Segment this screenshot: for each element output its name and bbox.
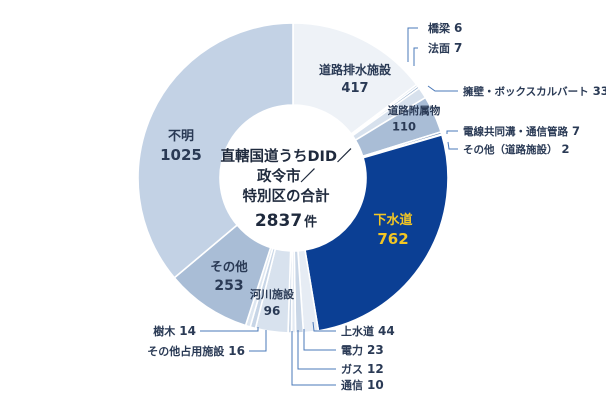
slice-10-value: 12 — [367, 362, 384, 376]
slice-3-label-name: 擁壁・ボックスカルバート — [463, 85, 589, 98]
slice-5-leader — [446, 130, 458, 134]
slice-5-value: 7 — [572, 124, 580, 138]
slice-15-label: その他 — [210, 259, 248, 274]
donut-slices — [137, 22, 449, 334]
slice-6-value: 2 — [562, 142, 570, 156]
slice-14-leader — [200, 327, 259, 332]
slice-7-wedge — [304, 133, 449, 332]
slice-2-label: 法面 7 — [428, 41, 462, 55]
slice-7-value: 762 — [377, 230, 408, 248]
slice-3-value: 33 — [593, 84, 606, 98]
slice-6-leader — [447, 141, 458, 150]
slice-3-leader — [427, 85, 458, 92]
slice-8-label: 上水道 44 — [341, 324, 395, 338]
slice-14-label: 樹木 14 — [153, 324, 196, 338]
slice-1-label: 橋梁 6 — [428, 21, 462, 35]
slice-2-leader — [413, 47, 418, 66]
slice-1-label-name: 橋梁 — [428, 21, 451, 35]
slice-9-label-name: 電力 — [341, 343, 363, 357]
center-total-value: 2837 — [255, 211, 302, 231]
slice-14-value: 14 — [179, 324, 196, 338]
slice-16-value: 1025 — [160, 146, 202, 164]
slice-3-label: 擁壁・ボックスカルバート 33 — [463, 84, 606, 98]
slice-5-label: 電線共同溝・通信管路 7 — [463, 124, 580, 138]
slice-16-label: 不明 — [168, 129, 194, 144]
slice-9-value: 23 — [367, 343, 384, 357]
slice-4-label: 道路附属物 — [388, 104, 441, 117]
slice-9-leader — [303, 329, 336, 351]
slice-13-label-name: その他占用施設 — [147, 344, 225, 358]
slice-16-wedge — [137, 22, 294, 279]
slice-13-label: その他占用施設 16 — [147, 344, 245, 358]
slice-14-label-name: 樹木 — [153, 324, 176, 338]
center-line-1: 直轄国道うちDID／ — [221, 147, 352, 165]
center-line-2: 政令市／ — [257, 167, 315, 185]
slice-6-label: その他（道路施設） 2 — [463, 142, 570, 156]
slice-0-label: 道路排水施設 — [319, 62, 392, 77]
slice-4-value: 110 — [392, 120, 416, 134]
slice-6-label-name: その他（道路施設） — [463, 143, 558, 156]
center-total-unit: 件 — [304, 214, 317, 230]
slice-1-leader — [407, 27, 418, 62]
slice-15-value: 253 — [214, 278, 243, 294]
slice-0-value: 417 — [341, 81, 368, 96]
slice-2-value: 7 — [454, 41, 462, 55]
slice-2-label-name: 法面 — [428, 41, 450, 55]
slice-8-leader — [312, 321, 336, 332]
leader-lines — [200, 27, 458, 386]
slice-13-leader — [249, 330, 267, 352]
slice-5-label-name: 電線共同溝・通信管路 — [463, 125, 568, 138]
slice-11-leader — [291, 331, 336, 386]
slice-8-value: 44 — [378, 324, 395, 338]
slice-1-value: 6 — [454, 21, 462, 35]
slice-12-value: 96 — [264, 304, 281, 318]
slice-10-label: ガス 12 — [341, 362, 384, 376]
slice-11-value: 10 — [367, 378, 384, 392]
slice-7-label: 下水道 — [373, 212, 412, 228]
slice-8-label-name: 上水道 — [341, 324, 374, 338]
slice-9-label: 電力 23 — [341, 343, 384, 357]
slice-13-value: 16 — [228, 344, 245, 358]
slice-10-label-name: ガス — [341, 362, 363, 376]
center-text: 直轄国道うちDID／ 政令市／ 特別区の合計 2837 件 — [221, 147, 352, 231]
slice-12-label: 河川施設 — [250, 287, 295, 301]
center-line-3: 特別区の合計 — [243, 187, 330, 205]
slice-11-label: 通信 10 — [341, 378, 384, 392]
center-total: 2837 件 — [255, 211, 317, 231]
slice-10-leader — [297, 330, 336, 370]
slice-labels: 道路排水施設 417 橋梁 6 法面 7 擁壁・ボックスカルバート 33 道路附属物 110 電線共… — [147, 21, 606, 392]
slice-11-label-name: 通信 — [341, 378, 363, 392]
